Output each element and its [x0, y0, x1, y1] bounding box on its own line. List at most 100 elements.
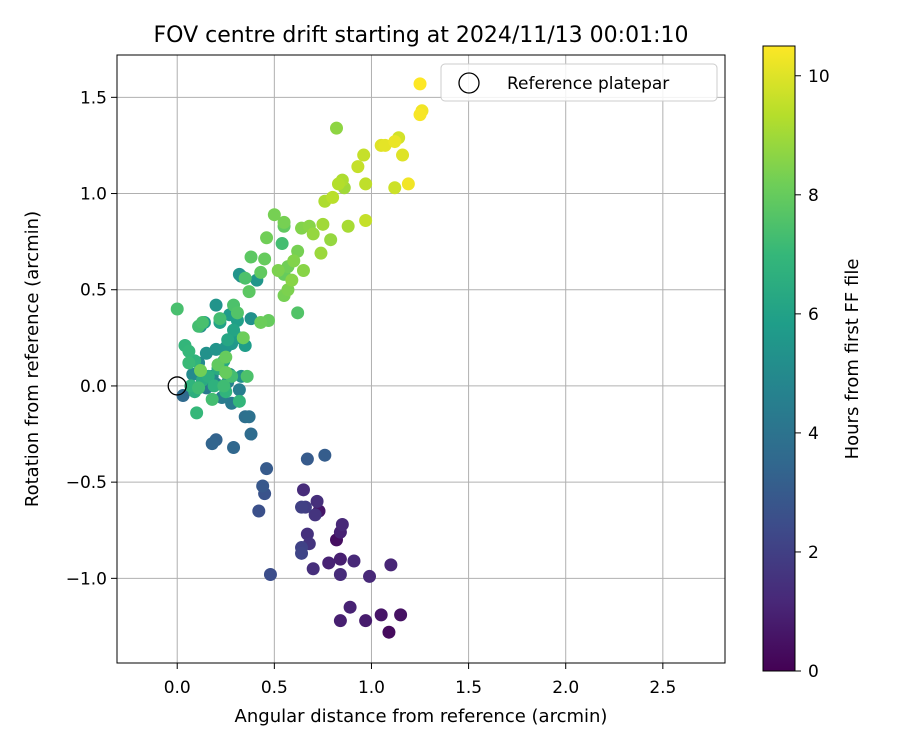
legend-box — [440, 63, 718, 102]
data-point — [170, 302, 184, 316]
reference-platepar-marker — [167, 376, 187, 396]
data-point — [413, 77, 427, 91]
data-point — [306, 227, 320, 241]
data-point — [318, 448, 332, 462]
data-point — [192, 381, 206, 395]
data-point — [244, 250, 258, 264]
colorbar-tick-label: 2 — [808, 543, 819, 563]
data-point — [357, 148, 371, 162]
data-point — [401, 177, 415, 191]
data-point — [388, 181, 402, 195]
y-tick-label: 0.5 — [80, 281, 107, 301]
data-point — [291, 306, 305, 320]
data-point — [227, 323, 241, 337]
data-point — [343, 600, 357, 614]
data-point — [232, 394, 246, 408]
data-point — [322, 556, 336, 570]
x-tick-label: 2.5 — [649, 678, 676, 698]
data-point — [341, 219, 355, 233]
data-point — [227, 441, 241, 455]
data-point — [316, 217, 330, 231]
data-point — [382, 625, 396, 639]
data-point — [205, 437, 219, 451]
data-point — [219, 350, 233, 364]
data-point — [333, 614, 347, 628]
data-point — [374, 608, 388, 622]
data-point — [394, 608, 408, 622]
data-point — [242, 285, 256, 299]
data-point — [306, 562, 320, 576]
data-point — [388, 135, 402, 149]
scatter-points — [167, 77, 429, 639]
data-point — [396, 148, 410, 162]
data-point — [330, 121, 344, 135]
data-point — [209, 298, 223, 312]
data-point — [240, 369, 254, 383]
data-point — [359, 177, 373, 191]
data-point — [413, 108, 427, 122]
data-point — [285, 273, 299, 287]
colorbar-tick-label: 0 — [808, 662, 819, 682]
colorbar: 0 2 4 6 8 10 Hours from first FF file — [762, 45, 863, 682]
x-tick-label: 1.0 — [358, 678, 385, 698]
data-point — [314, 246, 328, 260]
data-point — [232, 383, 246, 397]
data-point — [252, 504, 266, 518]
x-axis-ticks: 0.0 0.5 1.0 1.5 2.0 2.5 — [164, 663, 676, 698]
data-point — [333, 552, 347, 566]
colorbar-tick-label: 6 — [808, 305, 819, 325]
data-point — [300, 527, 314, 541]
legend-entry-label: Reference platepar — [507, 74, 669, 94]
colorbar-tick-label: 10 — [808, 67, 830, 87]
data-point — [190, 406, 204, 420]
data-point — [236, 331, 250, 345]
data-point — [359, 213, 373, 227]
data-point — [260, 231, 274, 245]
data-point — [351, 160, 365, 174]
y-tick-label: 0.0 — [80, 377, 107, 397]
y-axis-label: Rotation from reference (arcmin) — [22, 211, 43, 507]
data-point — [347, 554, 361, 568]
colorbar-gradient — [762, 45, 796, 672]
colorbar-ticks: 0 2 4 6 8 10 — [795, 67, 830, 682]
data-point — [230, 306, 244, 320]
y-axis-ticks: −1.0 −0.5 0.0 0.5 1.0 1.5 — [66, 88, 117, 589]
data-point — [254, 315, 268, 329]
data-point — [205, 392, 219, 406]
data-point — [256, 479, 270, 493]
data-point — [195, 315, 209, 329]
data-point — [363, 569, 377, 583]
data-point — [221, 333, 235, 347]
data-point — [335, 517, 349, 531]
y-tick-label: 1.0 — [80, 185, 107, 205]
data-point — [295, 500, 309, 514]
data-point — [260, 462, 274, 476]
data-point — [258, 252, 272, 266]
data-point — [333, 567, 347, 581]
data-point — [384, 558, 398, 572]
data-point — [182, 356, 196, 370]
data-point — [326, 190, 340, 204]
data-point — [310, 494, 324, 508]
y-tick-label: −0.5 — [66, 473, 107, 493]
data-point — [308, 508, 322, 522]
x-axis-label: Angular distance from reference (arcmin) — [235, 706, 608, 727]
data-point — [217, 379, 231, 393]
data-point — [295, 546, 309, 560]
data-point — [296, 483, 310, 497]
data-point — [238, 271, 252, 285]
legend-marker-open-circle — [458, 72, 480, 94]
x-tick-label: 0.0 — [164, 678, 191, 698]
data-point — [263, 567, 277, 581]
data-point — [267, 208, 281, 222]
data-point — [242, 410, 256, 424]
data-point — [277, 215, 291, 229]
data-point — [207, 379, 221, 393]
x-tick-label: 1.5 — [455, 678, 482, 698]
data-point — [194, 364, 208, 378]
data-point — [182, 344, 196, 358]
data-point — [359, 614, 373, 628]
data-point — [331, 177, 345, 191]
